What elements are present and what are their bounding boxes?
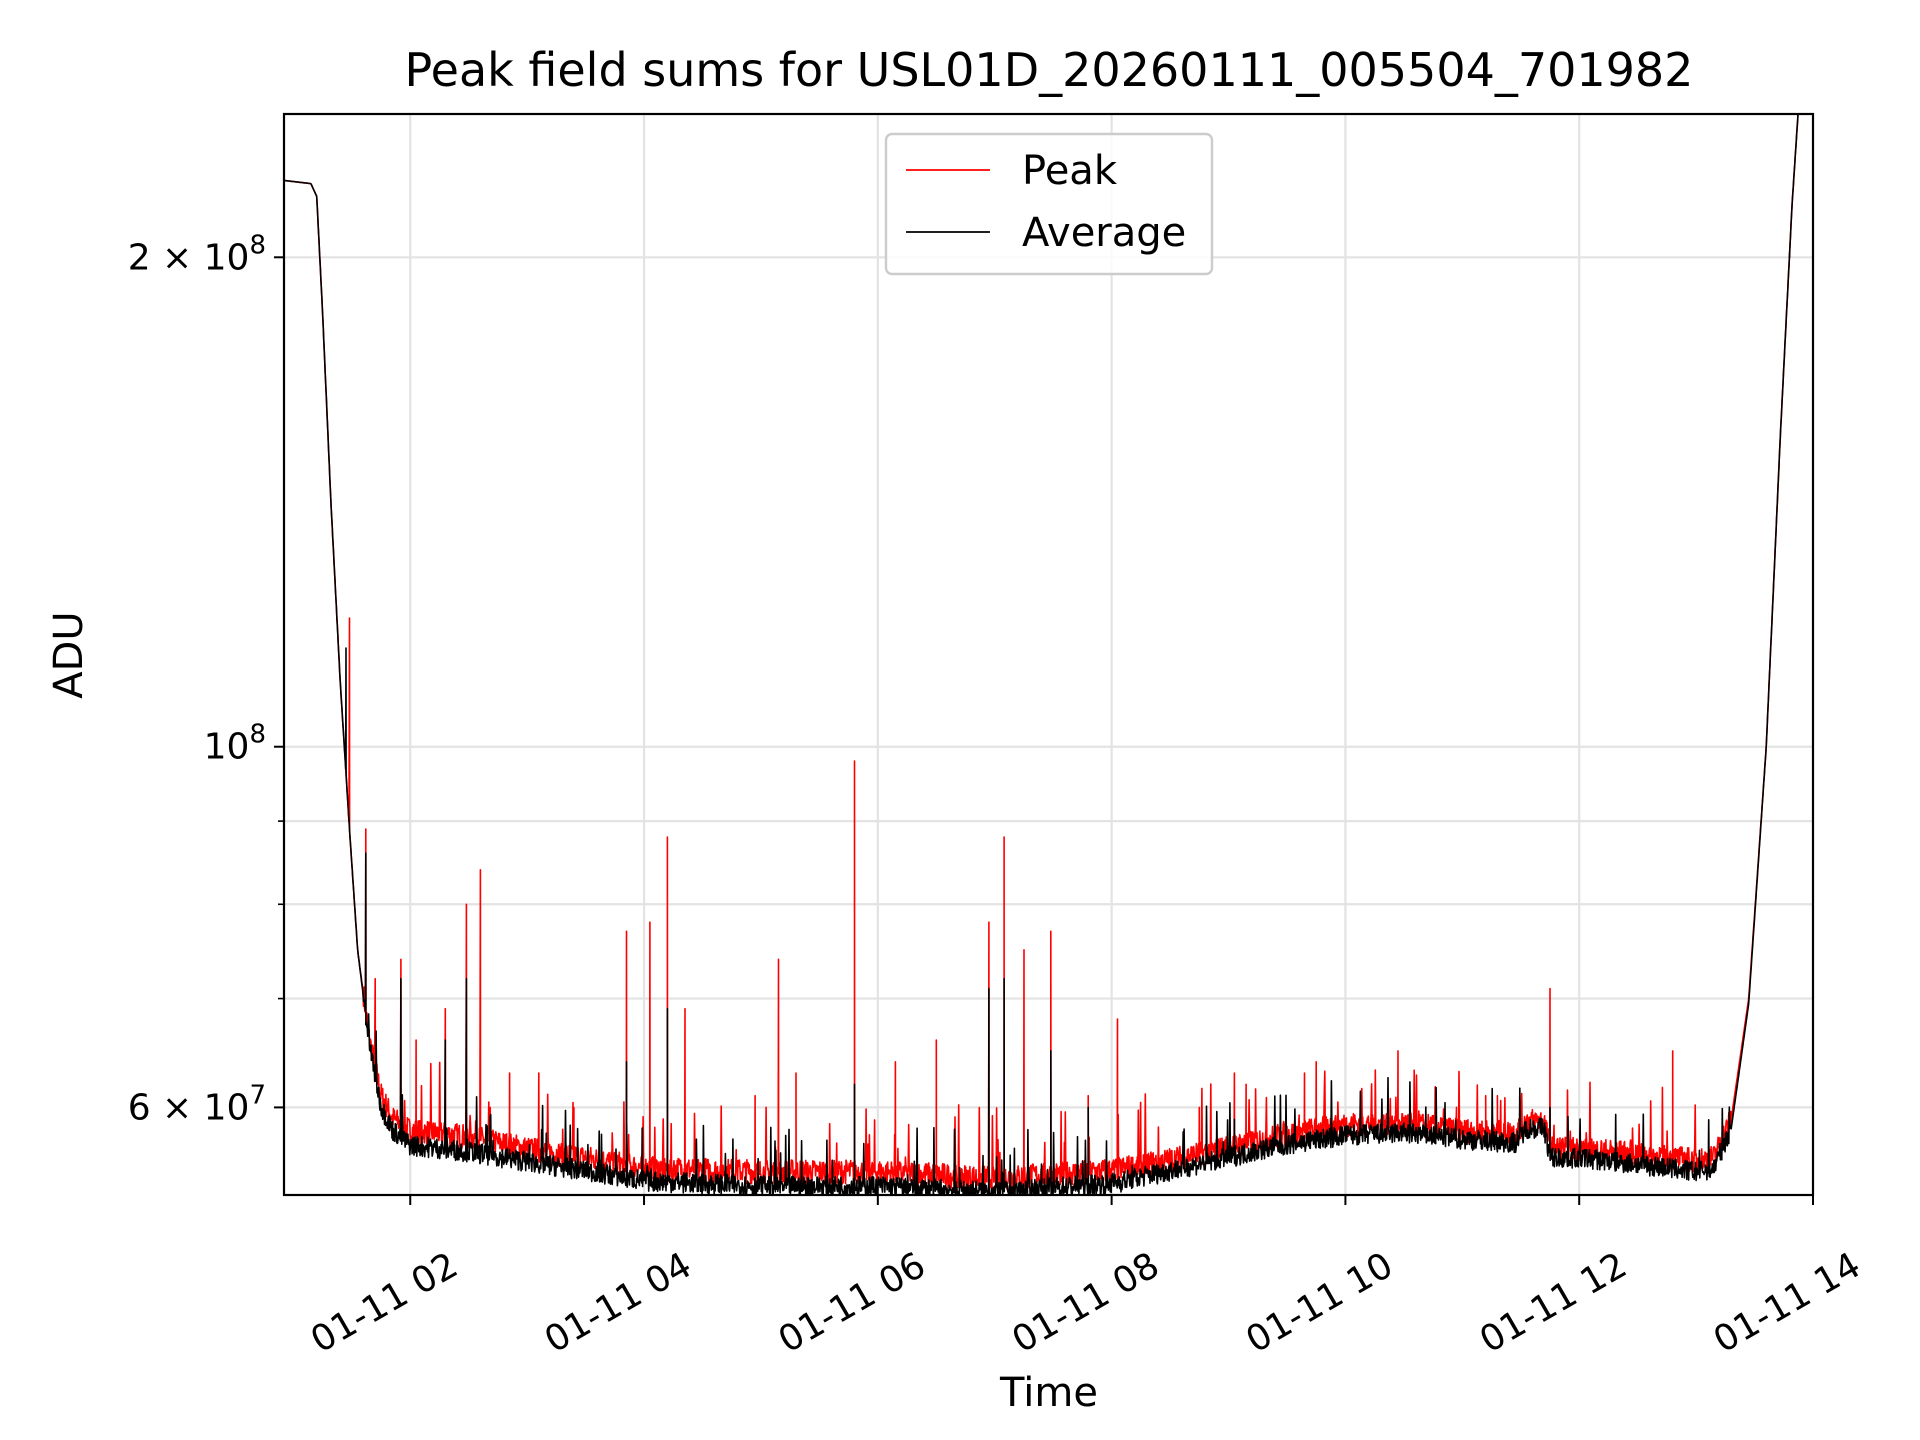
legend-label-average: Average [1022,210,1186,256]
y-tick-label: 2 × 108 [128,230,266,278]
x-axis-label: Time [999,1370,1098,1416]
chart-title: Peak field sums for USL01D_20260111_0055… [405,43,1694,97]
y-axis-label: ADU [46,611,92,698]
y-tick-label: 108 [204,720,266,768]
plot-area [284,114,1799,1195]
series-line-peak [284,114,1799,1191]
legend-box [884,132,1214,276]
legend: Peak Average [884,132,1214,276]
series-line-average [284,114,1799,1195]
y-tick-label: 6 × 107 [128,1080,266,1128]
y-axis: 6 × 107 108 2 × 108 [128,230,284,1128]
legend-label-peak: Peak [1022,148,1118,194]
grid-layer [284,114,1813,1195]
plot-frame [282,112,1815,1197]
